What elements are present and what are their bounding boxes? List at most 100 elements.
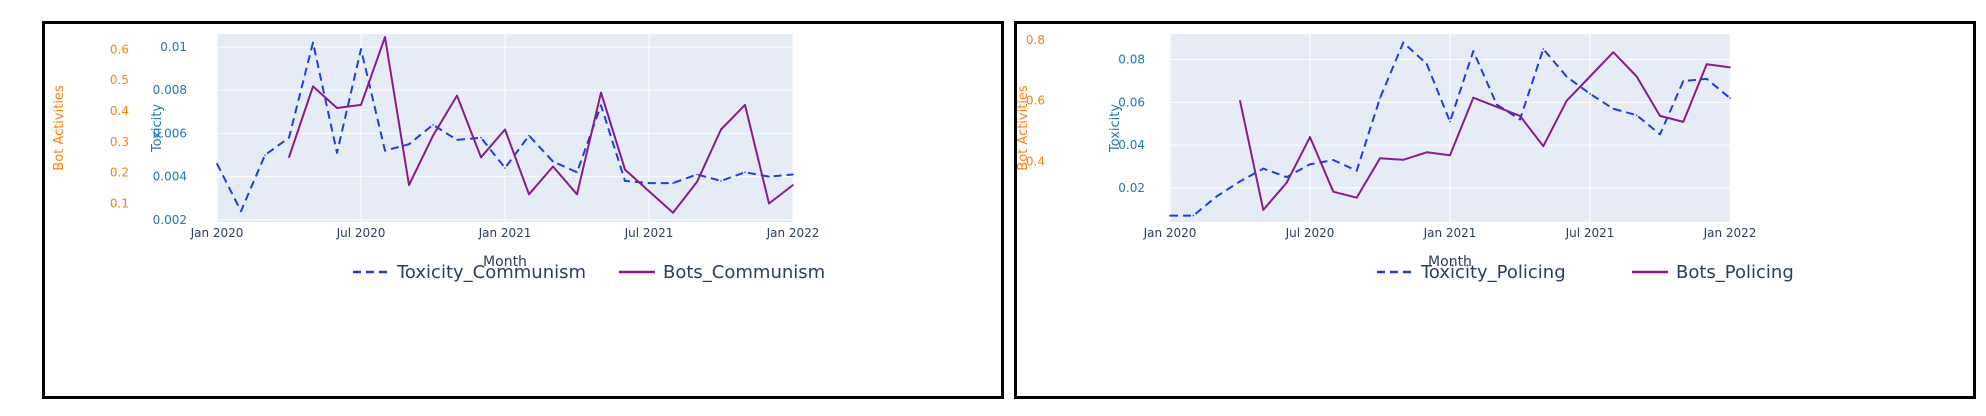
data-point-bots-policing <box>1472 96 1475 99</box>
data-point-bots-communism <box>360 104 362 106</box>
data-point-toxicity-communism <box>720 180 722 182</box>
data-point-bots-communism <box>432 134 434 137</box>
bot-activities-tick-label: 0.2 <box>110 166 129 180</box>
data-point-toxicity-communism <box>552 160 554 163</box>
data-point-toxicity-policing <box>1449 120 1451 123</box>
toxicity-tick-label: 0.006 <box>153 126 187 140</box>
legend-label: Toxicity_Policing <box>1420 262 1566 283</box>
data-point-toxicity-communism <box>384 149 386 152</box>
data-point-toxicity-communism <box>216 162 218 165</box>
x-tick-label: Jan 2021 <box>1423 226 1477 240</box>
data-point-bots-communism <box>408 184 410 186</box>
data-point-toxicity-communism <box>576 171 578 174</box>
data-point-bots-policing <box>1495 106 1498 108</box>
data-point-bots-communism <box>552 165 554 168</box>
bot-activities-axis-title: Bot Activities <box>1017 85 1031 171</box>
bot-activities-tick-label: 0.4 <box>110 104 129 118</box>
data-point-bots-policing <box>1425 151 1428 154</box>
toxicity-tick-label: 0.004 <box>153 170 187 184</box>
data-point-toxicity-policing <box>1635 114 1638 116</box>
data-point-bots-policing <box>1449 154 1451 157</box>
x-tick-label: Jul 2021 <box>624 226 674 240</box>
data-point-bots-communism <box>600 91 602 94</box>
data-point-bots-policing <box>1262 209 1265 211</box>
toxicity-axis-title: Toxicity <box>150 104 165 153</box>
data-point-bots-policing <box>1285 181 1288 184</box>
data-point-toxicity-communism <box>480 136 482 139</box>
bot-activities-tick-label: 0.8 <box>1026 33 1045 47</box>
legend-label: Toxicity_Communism <box>396 262 586 283</box>
bot-activities-tick-label: 0.6 <box>110 42 129 56</box>
data-point-toxicity-communism <box>744 171 746 174</box>
data-point-toxicity-communism <box>648 182 650 184</box>
data-point-toxicity-communism <box>696 173 698 176</box>
data-point-toxicity-policing <box>1589 93 1591 95</box>
data-point-toxicity-communism <box>624 180 626 182</box>
data-point-toxicity-policing <box>1682 80 1685 82</box>
data-point-bots-communism <box>480 156 482 159</box>
data-point-toxicity-communism <box>528 134 530 137</box>
x-tick-label: Jan 2020 <box>190 226 244 240</box>
x-tick-label: Jul 2020 <box>336 226 386 240</box>
x-tick-label: Jan 2020 <box>1143 226 1197 240</box>
legend-label: Bots_Policing <box>1676 262 1794 283</box>
toxicity-tick-label: 0.06 <box>1118 95 1145 109</box>
data-point-bots-communism <box>720 128 722 131</box>
data-point-toxicity-policing <box>1542 48 1545 50</box>
data-point-bots-policing <box>1309 136 1311 138</box>
series-line-bots-communism <box>288 36 794 214</box>
toxicity-tick-label: 0.008 <box>153 83 187 97</box>
data-point-bots-policing <box>1729 66 1731 69</box>
data-point-toxicity-policing <box>1379 97 1381 99</box>
bot-activities-tick-label: 0.6 <box>1026 94 1045 108</box>
x-axis-title: Month <box>1428 254 1472 270</box>
legend-label: Bots_Communism <box>663 262 825 283</box>
data-point-bots-communism <box>672 212 674 214</box>
data-point-toxicity-communism <box>504 167 506 169</box>
bot-activities-axis-title: Bot Activities <box>52 85 67 171</box>
data-point-bots-policing <box>1332 190 1335 193</box>
data-point-bots-communism <box>288 156 290 159</box>
data-point-bots-policing <box>1589 75 1591 78</box>
x-tick-label: Jan 2022 <box>766 226 820 240</box>
chart-panel-policing: Jan 2020 Jul 2020 Jan 2021 Jul 2021 Jan 2022… <box>1014 21 1976 399</box>
data-point-bots-communism <box>624 168 626 171</box>
data-point-toxicity-policing <box>1332 159 1335 161</box>
data-point-bots-policing <box>1239 99 1241 102</box>
chart-panel-communism: Jan 2020 Jul 2020 Jan 2021 Jul 2021 Jan 2022… <box>42 21 1004 399</box>
toxicity-tick-label: 0.08 <box>1118 53 1145 67</box>
data-point-bots-policing <box>1402 159 1405 161</box>
data-point-bots-communism <box>792 184 794 186</box>
toxicity-tick-label: 0.04 <box>1118 138 1145 152</box>
data-point-bots-communism <box>312 85 314 88</box>
data-point-bots-policing <box>1612 51 1615 53</box>
data-point-bots-policing <box>1355 196 1358 199</box>
data-point-toxicity-policing <box>1659 133 1661 136</box>
data-point-bots-policing <box>1379 157 1381 160</box>
toxicity-tick-label: 0.01 <box>160 40 187 54</box>
data-point-toxicity-communism <box>336 152 338 154</box>
x-tick-label: Jul 2020 <box>1285 226 1335 240</box>
x-tick-label: Jan 2021 <box>478 226 532 240</box>
x-tick-label: Jan 2022 <box>1703 226 1757 240</box>
data-point-toxicity-policing <box>1425 63 1428 65</box>
bot-activities-tick-label: 0.1 <box>110 197 129 211</box>
data-point-toxicity-communism <box>408 143 410 145</box>
data-point-toxicity-policing <box>1565 75 1568 78</box>
data-point-toxicity-policing <box>1262 167 1265 170</box>
data-point-toxicity-communism <box>240 210 242 212</box>
data-point-bots-communism <box>648 190 650 192</box>
data-point-bots-communism <box>744 104 746 106</box>
bot-activities-tick-label: 0.4 <box>1026 154 1045 168</box>
toxicity-axis-title: Toxicity <box>1108 104 1123 153</box>
data-point-toxicity-communism <box>264 154 266 156</box>
toxicity-tick-label: 0.002 <box>153 213 187 227</box>
data-point-bots-communism <box>384 36 386 38</box>
data-point-bots-communism <box>456 94 458 97</box>
data-point-toxicity-communism <box>768 175 770 178</box>
x-tick-label: Jul 2021 <box>1565 226 1615 240</box>
data-point-bots-communism <box>696 181 698 183</box>
chart-svg-communism: Jan 2020 Jul 2020 Jan 2021 Jul 2021 Jan 2022… <box>52 34 825 283</box>
data-point-toxicity-policing <box>1495 103 1498 106</box>
data-point-toxicity-communism <box>288 136 290 139</box>
